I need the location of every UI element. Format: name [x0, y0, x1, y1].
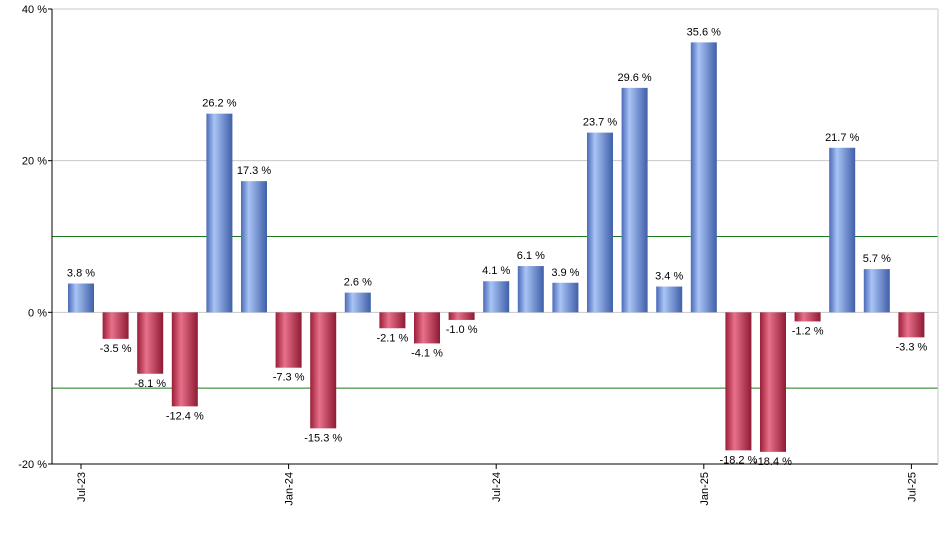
bar: [137, 312, 164, 374]
data-label: -8.1 %: [134, 378, 166, 390]
data-label: 26.2 %: [202, 98, 236, 110]
data-labels: 3.8 % -3.5 % -8.1 % -12.4 % 26.2 % 17.3 % -7.3…: [67, 26, 928, 468]
data-label: 21.7 %: [825, 132, 859, 144]
data-label: -7.3 %: [273, 372, 305, 384]
y-tick-label: 0 %: [28, 307, 47, 319]
data-label: -18.4 %: [754, 456, 792, 468]
bar: [725, 312, 752, 451]
data-label: 3.9 %: [551, 267, 579, 279]
bar: [898, 312, 925, 338]
y-tick-label: 20 %: [22, 156, 47, 168]
data-label: -3.3 %: [896, 341, 928, 353]
x-tick-label: Jan-25: [699, 472, 711, 506]
y-tick-label: -20 %: [18, 459, 47, 471]
bar: [414, 312, 440, 344]
data-label: 4.1 %: [482, 265, 510, 277]
data-label: 17.3 %: [237, 165, 271, 177]
data-label: 3.8 %: [67, 268, 95, 280]
data-label: 2.6 %: [344, 277, 372, 289]
data-label: 35.6 %: [687, 26, 721, 38]
data-label: -2.1 %: [377, 332, 409, 344]
x-tick-label: Jul-23: [76, 472, 88, 502]
data-label: 23.7 %: [583, 117, 617, 129]
bar: [68, 283, 94, 313]
bar: [241, 181, 267, 313]
bar: [275, 312, 302, 368]
bar: [379, 312, 406, 329]
bar: [552, 282, 579, 313]
data-label: -4.1 %: [411, 347, 443, 359]
bar: [310, 312, 337, 429]
data-label: 6.1 %: [517, 250, 545, 262]
bar: [102, 312, 129, 339]
bar: [760, 312, 786, 452]
data-label: 3.4 %: [655, 271, 683, 283]
bar: [656, 286, 683, 313]
bar: [206, 113, 233, 313]
y-tick-label: 40 %: [22, 4, 47, 16]
reference-lines: [52, 236, 938, 389]
data-label: -3.5 %: [100, 343, 132, 355]
data-label: -1.0 %: [446, 324, 478, 336]
x-tick-label: Jul-25: [906, 472, 918, 502]
bar: [690, 42, 717, 313]
x-tick-label: Jan-24: [284, 472, 296, 506]
x-tick-label: Jul-24: [491, 472, 503, 502]
bar: [448, 312, 475, 320]
bar: [829, 147, 856, 313]
bars: [68, 42, 925, 452]
bar: [794, 312, 821, 322]
bar: [483, 281, 510, 313]
data-label: -1.2 %: [792, 325, 824, 337]
bar: [621, 87, 648, 313]
data-label: -18.2 %: [719, 454, 757, 466]
bar: [517, 266, 544, 313]
data-label: 29.6 %: [617, 72, 651, 84]
bar: [587, 132, 613, 313]
bar: [171, 312, 198, 407]
data-label: 5.7 %: [863, 253, 891, 265]
bar: [863, 269, 890, 313]
axes: 40 % 20 % 0 % -20 % Jul-23 Jan-24 Jul-24 Jan-25…: [18, 4, 939, 506]
data-label: -15.3 %: [304, 432, 342, 444]
bar: [344, 292, 371, 313]
data-label: -12.4 %: [166, 410, 204, 422]
